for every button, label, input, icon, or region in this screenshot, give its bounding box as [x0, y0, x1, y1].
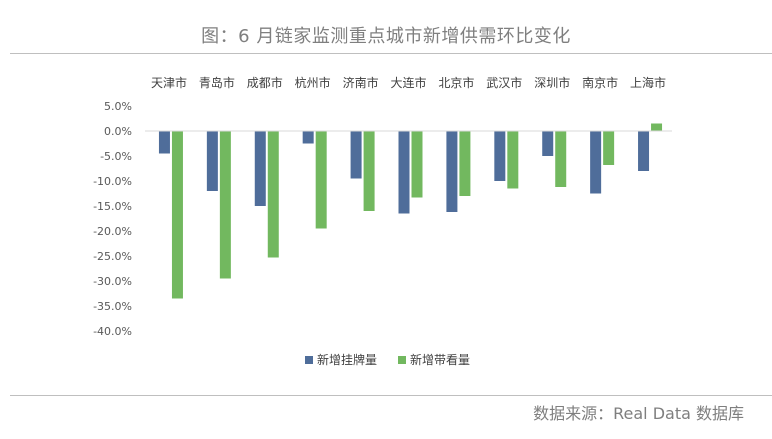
bar-viewings-6 [459, 131, 471, 196]
category-label: 武汉市 [486, 75, 522, 90]
bar-viewings-0 [171, 131, 183, 299]
footer-divider [10, 395, 772, 396]
bar-listings-5 [398, 131, 410, 214]
y-tick-label: -5.0% [100, 150, 132, 163]
bar-viewings-10 [651, 123, 663, 131]
bar-viewings-4 [363, 131, 375, 211]
source-note: 数据来源：Real Data 数据库 [533, 404, 744, 423]
legend-label: 新增挂牌量 [317, 352, 377, 367]
bar-viewings-3 [315, 131, 327, 229]
bar-viewings-1 [219, 131, 231, 279]
category-label: 南京市 [582, 75, 618, 90]
bar-listings-10 [638, 131, 650, 171]
bar-viewings-7 [507, 131, 519, 189]
bar-listings-0 [158, 131, 170, 154]
category-label: 济南市 [343, 75, 379, 90]
bars [158, 123, 663, 299]
bar-viewings-5 [411, 131, 423, 198]
bar-listings-6 [446, 131, 458, 212]
y-tick-label: -15.0% [93, 200, 132, 213]
category-label: 大连市 [390, 75, 426, 90]
chart-title: 图：6 月链家监测重点城市新增供需环比变化 [201, 26, 571, 47]
y-axis: 5.0% 0.0% -5.0% -10.0% -15.0% -20.0% -25.0% -30… [93, 100, 132, 338]
bar-viewings-2 [267, 131, 279, 258]
category-label: 杭州市 [295, 75, 331, 90]
category-label: 上海市 [630, 75, 666, 90]
bar-viewings-8 [555, 131, 567, 187]
y-tick-label: 0.0% [104, 125, 132, 138]
bar-listings-7 [494, 131, 506, 181]
y-tick-label: -25.0% [93, 250, 132, 263]
legend-swatch [305, 356, 313, 364]
bar-listings-9 [590, 131, 602, 194]
bar-viewings-9 [603, 131, 615, 165]
category-label: 青岛市 [199, 75, 235, 90]
y-tick-label: -10.0% [93, 175, 132, 188]
x-axis-categories: 天津市 青岛市 成都市 杭州市 济南市 大连市 北京市 武汉市 深圳市 南京市 上海市 [151, 75, 666, 90]
bar-listings-4 [350, 131, 362, 179]
legend-label: 新增带看量 [410, 352, 470, 367]
bar-listings-3 [302, 131, 314, 144]
legend: 新增挂牌量 新增带看量 [305, 352, 470, 367]
y-tick-label: -40.0% [93, 325, 132, 338]
category-label: 天津市 [151, 75, 187, 90]
title-divider [10, 53, 772, 54]
y-tick-label: -20.0% [93, 225, 132, 238]
legend-swatch [398, 356, 406, 364]
y-tick-label: 5.0% [104, 100, 132, 113]
bar-listings-1 [206, 131, 218, 191]
category-label: 北京市 [438, 75, 474, 90]
category-label: 成都市 [247, 75, 283, 90]
y-tick-label: -30.0% [93, 275, 132, 288]
bar-listings-2 [254, 131, 266, 206]
y-tick-label: -35.0% [93, 300, 132, 313]
category-label: 深圳市 [534, 75, 570, 90]
bar-listings-8 [542, 131, 554, 156]
